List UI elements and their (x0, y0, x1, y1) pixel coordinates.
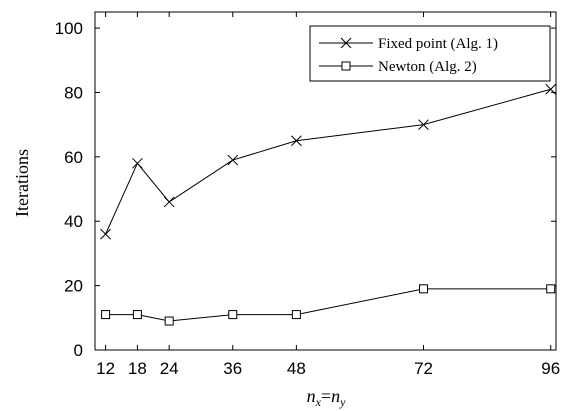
series-newton (101, 284, 556, 326)
y-tick-label: 100 (55, 19, 83, 38)
y-tick-label: 0 (74, 341, 83, 360)
legend-label-newton: Newton (Alg. 2) (378, 59, 477, 75)
data-point-x (545, 83, 557, 95)
y-tick-label: 60 (64, 148, 83, 167)
series-fixed-point (100, 83, 557, 240)
x-tick-label: 48 (287, 359, 306, 378)
series-line (105, 88, 551, 235)
y-tick-label: 40 (64, 212, 83, 231)
data-point-x (163, 196, 175, 208)
plot-area (94, 11, 557, 351)
x-axis-label-left-sub: x (315, 395, 322, 409)
x-axis-label-right: n (331, 386, 340, 406)
x-axis-label-equals: = (321, 386, 331, 406)
series-layer (100, 83, 557, 326)
legend-box (309, 25, 551, 82)
axes-frame (94, 11, 557, 351)
x-tick-label: 24 (160, 359, 179, 378)
data-point-x (418, 119, 429, 131)
x-axis-label-left: n (307, 386, 316, 406)
x-tick-label: 36 (223, 359, 242, 378)
legend-marker-square (341, 61, 351, 71)
data-point-square (101, 310, 111, 320)
y-axis-label: Iterations (12, 149, 32, 217)
y-tick-label: 20 (64, 277, 83, 296)
y-tick-label: 80 (64, 83, 83, 102)
x-axis-label-right-sub: y (339, 395, 346, 409)
legend: Fixed point (Alg. 1) Newton (Alg. 2) (309, 25, 551, 82)
x-axis-ticks: 12 18 24 36 48 72 96 (96, 12, 560, 378)
data-point-square (164, 316, 174, 326)
data-point-square (291, 310, 301, 320)
data-point-square (546, 284, 556, 294)
x-tick-label: 96 (541, 359, 560, 378)
data-point-x (132, 157, 143, 169)
data-point-x (227, 154, 239, 166)
data-point-square (419, 284, 429, 294)
y-axis-ticks: 0 20 40 60 80 100 (55, 19, 556, 360)
data-point-square (228, 310, 238, 320)
series-line (105, 288, 551, 322)
legend-label-fixed-point: Fixed point (Alg. 1) (378, 36, 498, 52)
x-tick-label: 12 (96, 359, 115, 378)
x-tick-label: 18 (128, 359, 147, 378)
data-point-x (100, 228, 111, 240)
data-point-square (132, 310, 142, 320)
x-axis-label: nx=ny (307, 386, 346, 409)
data-point-x (291, 135, 302, 147)
x-tick-label: 72 (414, 359, 433, 378)
legend-marker-x (340, 37, 352, 49)
